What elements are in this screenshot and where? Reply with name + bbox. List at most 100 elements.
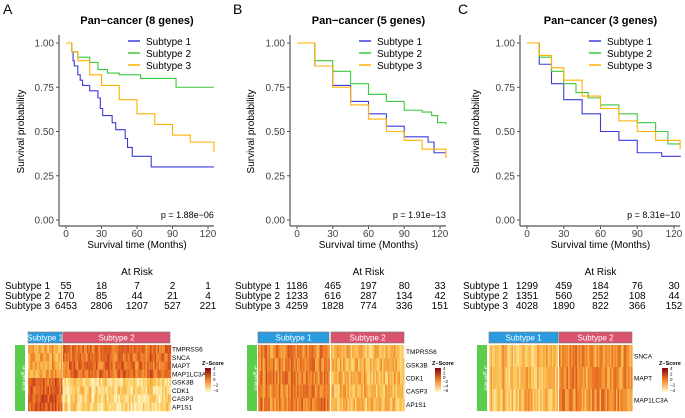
heatmap-cell: [571, 345, 573, 368]
heatmap-cell: [279, 358, 281, 372]
heatmap-cell: [270, 358, 272, 372]
heatmap-cell: [165, 378, 167, 387]
heatmap-cell: [553, 367, 556, 390]
heatmap-cell: [605, 389, 608, 412]
heatmap-cell: [157, 378, 160, 387]
heatmap-cell: [565, 367, 567, 390]
heatmap-cell: [622, 389, 624, 412]
heatmap-cell: [94, 378, 97, 387]
heatmap-cell: [346, 397, 348, 412]
heatmap-cell: [368, 358, 371, 372]
heatmap-cell: [271, 384, 274, 399]
heatmap-cell: [115, 361, 118, 371]
heatmap-cell: [304, 358, 307, 372]
heatmap-cell: [138, 394, 140, 404]
at-risk-value: 44: [131, 291, 143, 302]
heatmap-cell: [70, 361, 73, 371]
zscore-tick-label: 0: [213, 377, 216, 382]
heatmap-cell: [64, 361, 67, 371]
heatmap-cell: [150, 353, 152, 362]
heatmap-cell: [108, 386, 110, 395]
heatmap-cell: [288, 345, 290, 359]
heatmap-cell: [258, 371, 260, 385]
heatmap-cell: [78, 378, 80, 387]
heatmap-cell: [127, 361, 130, 371]
heatmap-cell: [169, 361, 172, 371]
heatmap-cell: [403, 397, 405, 412]
heatmap-cell: [59, 402, 62, 412]
heatmap-cell: [338, 345, 341, 359]
heatmap-cell: [43, 378, 45, 387]
heatmap-cell: [370, 358, 372, 372]
panel-letter: B: [233, 1, 242, 17]
heatmap-cell: [528, 389, 530, 412]
heatmap-cell: [118, 386, 121, 395]
heatmap-cell: [90, 378, 92, 387]
y-tick-label: 0.00: [35, 216, 55, 227]
heatmap-cell: [361, 384, 363, 399]
heatmap-cell: [321, 358, 323, 372]
heatmap-cell: [148, 369, 151, 379]
heatmap-cell: [288, 397, 290, 412]
heatmap-cell: [611, 345, 614, 368]
heatmap-cell: [581, 367, 584, 390]
heatmap-cell: [35, 353, 38, 362]
heatmap-cell: [112, 386, 115, 395]
zscore-tick-label: −2: [443, 379, 449, 384]
zscore-legend-title: Z−Score: [202, 361, 224, 367]
heatmap-cell: [601, 345, 603, 368]
at-risk-row-label: Subtype 3: [5, 301, 50, 312]
heatmap-cell: [309, 358, 311, 372]
heatmap-cell: [362, 371, 365, 385]
heatmap-cell: [32, 394, 35, 404]
heatmap-cell: [577, 367, 579, 390]
heatmap-cell: [69, 369, 71, 379]
heatmap-cell: [353, 358, 356, 372]
heatmap-cell: [631, 345, 633, 368]
heatmap-cell: [368, 384, 371, 399]
heatmap-cell: [72, 369, 74, 379]
heatmap-cell: [343, 384, 345, 399]
heatmap-cell: [356, 384, 359, 399]
heatmap-cell: [589, 345, 591, 368]
heatmap-cell: [133, 369, 136, 379]
heatmap-cell: [144, 353, 146, 362]
zscore-tick-label: −4: [443, 384, 449, 389]
heatmap-cell: [109, 402, 112, 412]
heatmap-cell: [91, 394, 94, 404]
heatmap-cell: [538, 389, 541, 412]
heatmap-cell: [121, 402, 124, 412]
heatmap-cell: [82, 394, 85, 404]
heatmap-cell: [153, 361, 155, 371]
heatmap-cell: [130, 402, 133, 412]
heatmap-cell: [118, 369, 121, 379]
heatmap-cell: [44, 353, 47, 362]
heatmap-cell: [159, 369, 161, 379]
heatmap-cell: [601, 367, 603, 390]
heatmap-cell: [136, 353, 139, 362]
heatmap-cell: [138, 386, 140, 395]
heatmap-cell: [316, 397, 319, 412]
heatmap-cell: [532, 389, 535, 412]
heatmap-cell: [43, 394, 45, 404]
heatmap-cell: [303, 384, 305, 399]
heatmap-cell: [121, 361, 124, 371]
heatmap-cell: [569, 367, 572, 390]
heatmap-cell: [70, 394, 73, 404]
heatmap-cell: [382, 345, 384, 359]
heatmap-cell: [124, 378, 127, 387]
heatmap-cell: [301, 397, 304, 412]
heatmap-cell: [504, 345, 506, 368]
heatmap-cell: [70, 386, 73, 395]
heatmap-cell: [505, 389, 508, 412]
heatmap-cell: [325, 397, 328, 412]
heatmap-cell: [322, 371, 325, 385]
heatmap-cell: [310, 358, 313, 372]
heatmap-cell: [106, 369, 109, 379]
heatmap-cell: [262, 371, 265, 385]
heatmap-cell: [625, 367, 627, 390]
heatmap-cell: [37, 353, 39, 362]
heatmap-cell: [103, 361, 106, 371]
heatmap-cell: [147, 353, 149, 362]
gene-set-bar: [247, 345, 257, 411]
